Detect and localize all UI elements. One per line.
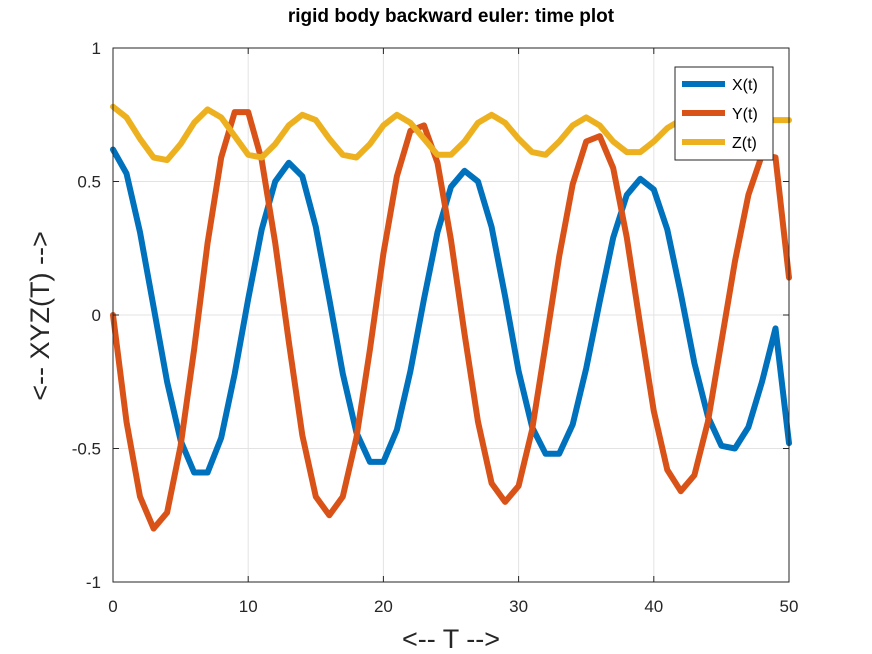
- x-axis-label: <-- T -->: [402, 624, 500, 654]
- series-line-xt: [110, 146, 792, 476]
- legend-label-xt: X(t): [732, 77, 758, 94]
- legend-label-zt: Z(t): [732, 135, 757, 152]
- x-tick-label: 30: [509, 597, 528, 616]
- legend: X(t) Y(t) Z(t): [674, 66, 774, 161]
- x-tick-label: 20: [374, 597, 393, 616]
- x-tick-label: 0: [108, 597, 117, 616]
- x-tick-label: 10: [239, 597, 258, 616]
- y-tick-label: 0: [92, 306, 101, 325]
- tick-labels: 0 10 20 30 40 50 -1 -0.5 0 0.5 1: [72, 39, 799, 616]
- y-axis-label: <-- XYZ(T) -->: [25, 231, 55, 401]
- axes: [112, 47, 790, 583]
- x-tick-label: 40: [644, 597, 663, 616]
- legend-label-yt: Y(t): [732, 106, 758, 123]
- y-tick-label: 1: [92, 39, 101, 58]
- x-tick-label: 50: [780, 597, 799, 616]
- chart-title: rigid body backward euler: time plot: [288, 6, 615, 27]
- series-line-yt: [110, 109, 792, 532]
- y-tick-label: -1: [86, 573, 101, 592]
- y-tick-label: 0.5: [77, 173, 101, 192]
- y-tick-label: -0.5: [72, 440, 101, 459]
